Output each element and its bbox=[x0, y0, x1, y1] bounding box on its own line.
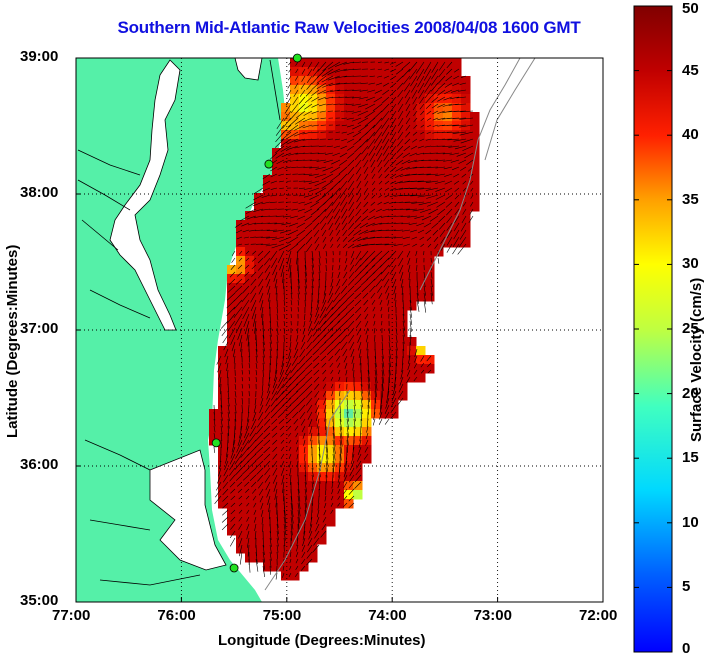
colorbar-tick-label: 50 bbox=[682, 0, 699, 17]
station-markers bbox=[211, 53, 302, 573]
chart-title: Southern Mid-Atlantic Raw Velocities 200… bbox=[117, 18, 581, 37]
colorbar-tick-label: 10 bbox=[682, 513, 699, 531]
y-tick-label: 39:00 bbox=[20, 48, 59, 65]
colorbar-label: Surface Velocity (cm/s) bbox=[688, 277, 705, 442]
y-tick-label: 38:00 bbox=[20, 184, 59, 201]
y-tick-label: 36:00 bbox=[20, 456, 59, 473]
y-axis-label: Latitude (Degrees:Minutes) bbox=[4, 244, 21, 438]
y-tick-label: 35:00 bbox=[20, 592, 59, 609]
delaware-bay bbox=[234, 58, 263, 81]
colorbar-tick-label: 25 bbox=[682, 320, 699, 337]
x-tick-label: 77:00 bbox=[52, 607, 91, 624]
river-lines bbox=[77, 59, 281, 586]
chesapeake-bay bbox=[109, 59, 181, 331]
radar-station-marker bbox=[229, 563, 239, 573]
y-tick-label: 37:00 bbox=[20, 320, 59, 337]
radar-station-marker bbox=[292, 53, 302, 63]
x-tick-label: 75:00 bbox=[262, 607, 302, 624]
x-tick-label: 73:00 bbox=[473, 607, 512, 624]
colorbar-tick-label: 45 bbox=[682, 61, 699, 79]
pamlico-sound bbox=[149, 449, 227, 571]
x-tick-label: 72:00 bbox=[579, 607, 618, 624]
colorbar-tick-label: 30 bbox=[682, 255, 699, 273]
colorbar-tick-label: 35 bbox=[682, 190, 699, 208]
colorbar-ticks bbox=[634, 5, 672, 653]
x-tick-label: 74:00 bbox=[368, 607, 407, 624]
x-tick-label: 76:00 bbox=[157, 607, 196, 624]
velocity-vectors bbox=[213, 61, 474, 580]
colorbar-tick-label: 0 bbox=[682, 640, 691, 657]
velocity-field bbox=[209, 58, 480, 581]
grid-lines bbox=[76, 58, 603, 602]
colorbar-tick-label: 15 bbox=[682, 449, 699, 467]
colorbar-tick-label: 40 bbox=[682, 126, 699, 144]
bathymetry-contours bbox=[264, 58, 536, 591]
colorbar-tick-label: 5 bbox=[682, 578, 691, 596]
radar-station-marker bbox=[264, 159, 274, 169]
radar-station-marker bbox=[211, 438, 221, 448]
tick-marks bbox=[75, 57, 604, 603]
x-axis-label: Longitude (Degrees:Minutes) bbox=[218, 632, 426, 649]
colorbar-tick-label: 20 bbox=[682, 384, 699, 402]
colorbar bbox=[633, 5, 673, 653]
